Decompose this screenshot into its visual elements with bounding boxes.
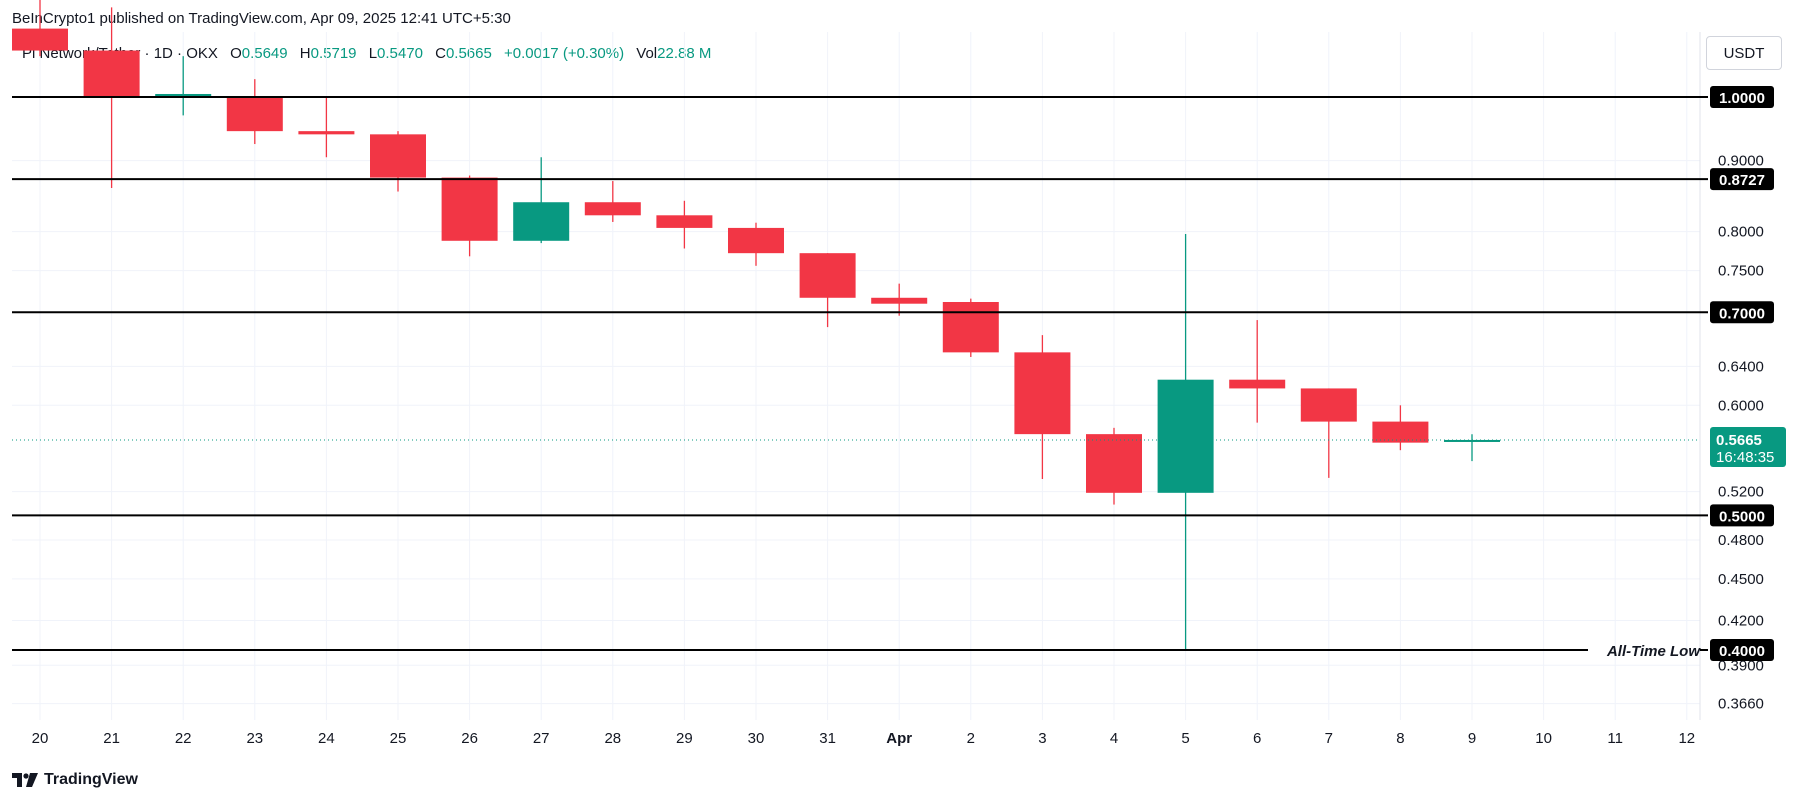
x-tick-label: 12 xyxy=(1678,730,1695,747)
y-tick-label: 0.4800 xyxy=(1718,532,1764,549)
level-price-label-bg xyxy=(1710,86,1774,108)
x-tick-label: 21 xyxy=(103,730,120,747)
y-tick-label: 0.5200 xyxy=(1718,484,1764,501)
x-tick-label: 20 xyxy=(32,730,49,747)
level-price-label-bg xyxy=(1710,639,1774,661)
level-price-label: 0.5000 xyxy=(1719,508,1765,525)
open-value: 0.5649 xyxy=(241,45,288,62)
x-tick-label: 9 xyxy=(1468,730,1476,747)
candle-body[interactable] xyxy=(12,28,68,51)
currency-selector-button[interactable]: USDT xyxy=(1706,36,1782,70)
low-label: L xyxy=(368,45,378,62)
x-tick-label: 4 xyxy=(1110,730,1118,747)
volume-label: Vol xyxy=(636,45,658,62)
candle-body[interactable] xyxy=(1300,388,1357,422)
y-tick-label: 0.3900 xyxy=(1718,657,1764,674)
x-tick-label: 28 xyxy=(604,730,621,747)
x-tick-label: 25 xyxy=(390,730,407,747)
high-label: H xyxy=(299,45,311,62)
y-tick-label: 0.4500 xyxy=(1718,571,1764,588)
candle-body[interactable] xyxy=(1444,439,1500,442)
candle-body[interactable] xyxy=(942,302,999,353)
x-tick-label: 3 xyxy=(1038,730,1046,747)
candle-body[interactable] xyxy=(584,202,641,216)
candle-body[interactable] xyxy=(513,202,570,241)
candle-body[interactable] xyxy=(728,227,784,254)
bar-countdown-label: 16:48:35 xyxy=(1716,449,1774,466)
candle-body[interactable] xyxy=(871,297,928,304)
x-tick-label: 23 xyxy=(246,730,263,747)
candle-body[interactable] xyxy=(370,134,426,178)
level-price-label: 1.0000 xyxy=(1719,90,1765,107)
candle-body[interactable] xyxy=(298,131,355,135)
x-tick-label: 24 xyxy=(318,730,335,747)
y-tick-label: 0.7500 xyxy=(1718,263,1764,280)
brand-label: TradingView xyxy=(44,771,138,788)
y-tick-label: 0.6400 xyxy=(1718,358,1764,375)
x-tick-label: 2 xyxy=(967,730,975,747)
x-tick-label: 30 xyxy=(748,730,765,747)
x-tick-label: 10 xyxy=(1535,730,1552,747)
current-price-badge xyxy=(1710,426,1786,467)
level-price-label: 0.8727 xyxy=(1719,172,1765,189)
y-tick-label: 0.9000 xyxy=(1718,153,1764,170)
x-tick-label: 6 xyxy=(1253,730,1261,747)
x-tick-label: 22 xyxy=(175,730,192,747)
candle-body[interactable] xyxy=(1157,379,1214,493)
x-tick-label: 5 xyxy=(1181,730,1189,747)
x-tick-label: 11 xyxy=(1607,730,1623,747)
level-price-label: 0.4000 xyxy=(1719,643,1765,660)
publisher-line: BeInCrypto1 published on TradingView.com… xyxy=(12,10,511,27)
candle-body[interactable] xyxy=(1372,421,1429,443)
symbol-legend: Pi Network/Tether · 1D · OKX O0.5649 H0.… xyxy=(22,45,711,62)
candle-body[interactable] xyxy=(1229,379,1286,389)
level-price-label: 0.7000 xyxy=(1719,305,1765,322)
y-tick-label: 0.6000 xyxy=(1718,397,1764,414)
candle-body[interactable] xyxy=(155,93,212,97)
change-value: +0.0017 (+0.30%) xyxy=(504,45,625,62)
candle-body[interactable] xyxy=(83,50,140,97)
current-price-label: 0.5665 xyxy=(1716,432,1762,449)
candle-body[interactable] xyxy=(441,177,498,241)
candle-body[interactable] xyxy=(656,215,713,228)
level-price-label-bg xyxy=(1710,504,1774,527)
all-time-low-annotation: All-Time Low xyxy=(1606,643,1701,660)
low-value: 0.5470 xyxy=(377,45,423,62)
tradingview-brand[interactable]: TradingView xyxy=(12,771,138,789)
close-value: 0.5665 xyxy=(445,45,492,62)
x-tick-label: 26 xyxy=(461,730,478,747)
y-tick-label: 0.4200 xyxy=(1718,613,1764,630)
candle-body[interactable] xyxy=(226,97,283,132)
open-label: O xyxy=(230,45,242,62)
close-label: C xyxy=(435,45,446,62)
candle-body[interactable] xyxy=(1086,434,1142,493)
level-price-label-bg xyxy=(1710,301,1774,324)
x-tick-label: 8 xyxy=(1396,730,1404,747)
level-price-label-bg xyxy=(1710,168,1774,191)
x-tick-label: Apr xyxy=(886,730,912,747)
x-tick-label: 7 xyxy=(1325,730,1333,747)
x-tick-label: 27 xyxy=(533,730,550,747)
x-tick-label: 29 xyxy=(676,730,693,747)
candle-body[interactable] xyxy=(1014,352,1071,435)
tradingview-logo-icon xyxy=(12,773,38,787)
candle-body[interactable] xyxy=(799,253,856,298)
y-tick-label: 0.3660 xyxy=(1718,696,1764,713)
high-value: 0.5719 xyxy=(310,45,357,62)
y-tick-label: 0.8000 xyxy=(1718,224,1764,241)
x-tick-label: 31 xyxy=(819,730,836,747)
